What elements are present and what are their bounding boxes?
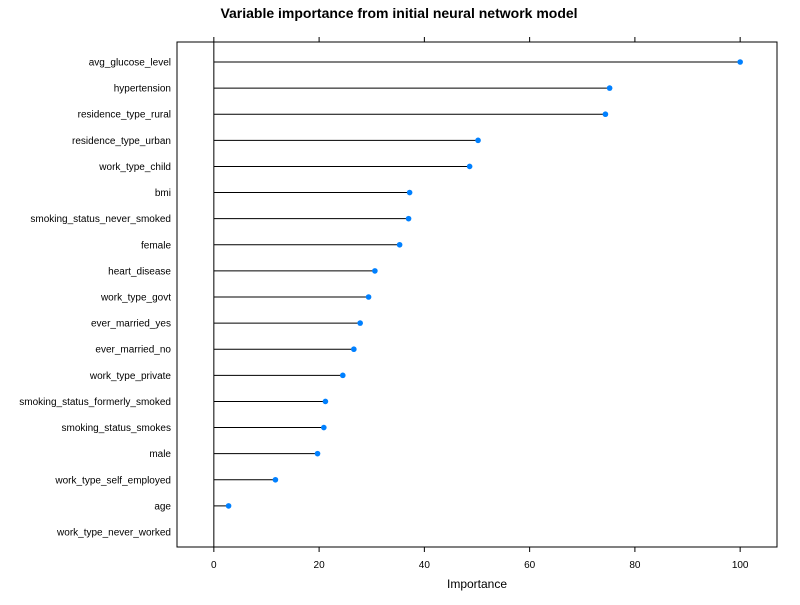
- category-label: heart_disease: [108, 266, 171, 277]
- data-point: [351, 346, 357, 353]
- x-tick-label: 40: [419, 560, 431, 571]
- data-point: [372, 268, 378, 274]
- category-labels: avg_glucose_level hypertension residence_t…: [19, 58, 171, 539]
- data-point: [466, 163, 473, 170]
- x-tick-label: 80: [629, 560, 641, 571]
- category-label: female: [141, 240, 171, 251]
- data-point: [606, 85, 613, 91]
- category-label: work_type_never_worked: [56, 528, 171, 539]
- top-axis-ticks: [213, 37, 741, 42]
- data-point: [406, 189, 413, 196]
- category-label: residence_type_urban: [72, 136, 171, 147]
- category-label: avg_glucose_level: [89, 58, 171, 69]
- plot-frame: [176, 41, 778, 548]
- bottom-axis-ticks: [213, 547, 741, 552]
- category-label: age: [154, 501, 171, 512]
- data-point: [405, 215, 412, 222]
- category-label: hypertension: [114, 84, 171, 95]
- category-label: smoking_status_smokes: [62, 423, 172, 434]
- lollipop-points: [225, 59, 743, 509]
- x-tick-label: 60: [524, 560, 536, 571]
- category-label: residence_type_rural: [78, 110, 171, 121]
- data-point: [737, 59, 743, 65]
- data-point: [602, 111, 609, 118]
- data-point: [396, 241, 403, 248]
- category-label: work_type_private: [89, 371, 172, 382]
- data-point: [322, 398, 329, 405]
- x-tick-label: 100: [732, 560, 749, 571]
- category-label: ever_married_yes: [91, 319, 171, 330]
- data-point: [475, 137, 481, 144]
- category-label: bmi: [155, 188, 171, 199]
- data-point: [339, 372, 346, 379]
- data-point: [357, 320, 363, 326]
- category-label: work_type_self_employed: [54, 475, 171, 486]
- x-tick-label: 0: [211, 560, 217, 571]
- data-point: [321, 424, 327, 431]
- chart-title: Variable importance from initial neural …: [220, 5, 577, 21]
- category-label: work_type_child: [98, 162, 171, 173]
- category-label: work_type_govt: [100, 293, 171, 304]
- data-point: [272, 476, 279, 483]
- category-label: ever_married_no: [95, 345, 171, 356]
- category-label: smoking_status_formerly_smoked: [19, 397, 171, 408]
- category-label: male: [149, 449, 171, 460]
- data-point: [314, 450, 321, 457]
- category-label: smoking_status_never_smoked: [30, 214, 171, 225]
- lollipop-stems: [213, 61, 741, 507]
- x-tick-label: 20: [314, 560, 326, 571]
- data-point: [365, 294, 372, 300]
- data-point: [225, 503, 232, 509]
- x-tick-labels: 0 20 40 60 80 100: [211, 560, 749, 571]
- x-axis-label: Importance: [447, 577, 507, 591]
